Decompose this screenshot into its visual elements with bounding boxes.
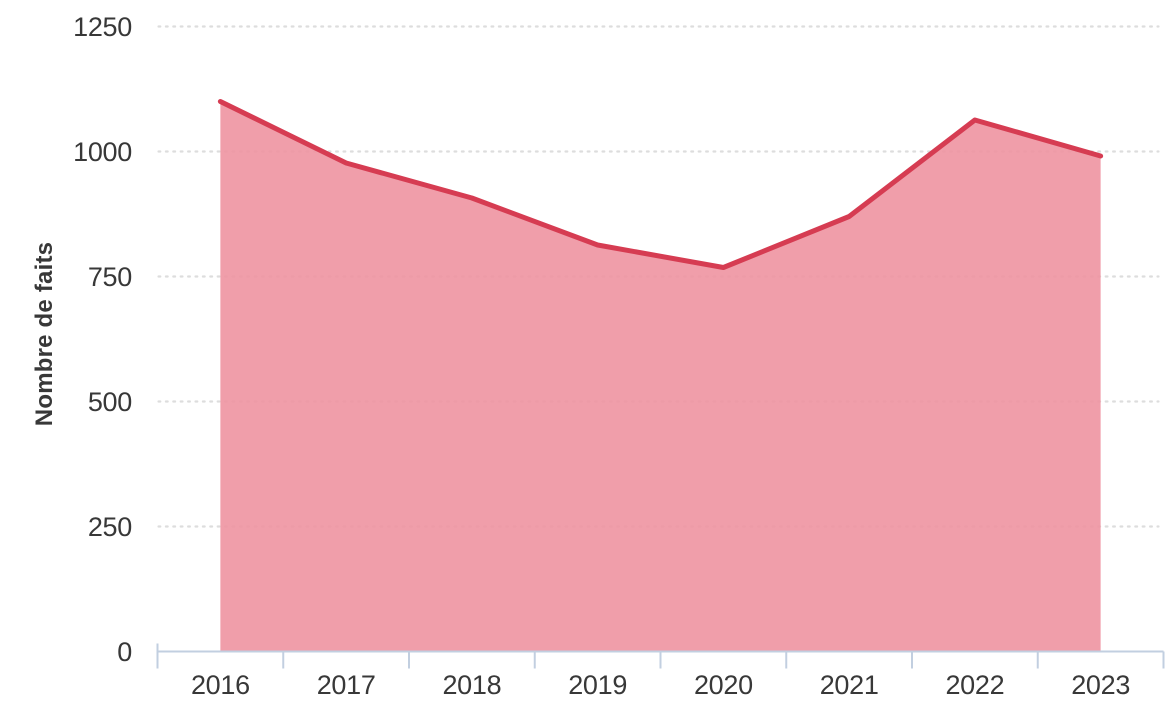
- x-tick-label: 2021: [820, 670, 879, 700]
- y-tick-label: 1250: [73, 12, 132, 42]
- x-tick-label: 2017: [317, 670, 376, 700]
- y-tick-label: 750: [88, 262, 132, 292]
- trend-line-layer: [217, 99, 1104, 270]
- x-tick-label: 2023: [1071, 670, 1130, 700]
- y-tick-label: 500: [88, 387, 132, 417]
- y-tick-label-layer: 0 250 500 750 1000 1250: [73, 12, 132, 667]
- x-tick-label: 2019: [568, 670, 627, 700]
- x-axis-layer: [156, 643, 1165, 669]
- x-tick-label: 2016: [191, 670, 250, 700]
- x-tick-label: 2022: [945, 670, 1004, 700]
- x-tick-label: 2018: [442, 670, 501, 700]
- x-tick-label: 2020: [694, 670, 753, 700]
- area-fill-layer: [220, 101, 1101, 652]
- y-tick-label: 0: [117, 637, 132, 667]
- y-axis-title: Nombre de faits: [31, 241, 58, 427]
- y-tick-label: 250: [88, 512, 132, 542]
- x-tick-label-layer: 2016 2017 2018 2019 2020 2021 2022 2023: [191, 670, 1130, 700]
- trend-line: [217, 99, 1104, 270]
- y-tick-label: 1000: [73, 137, 132, 167]
- area-fill: [220, 101, 1101, 652]
